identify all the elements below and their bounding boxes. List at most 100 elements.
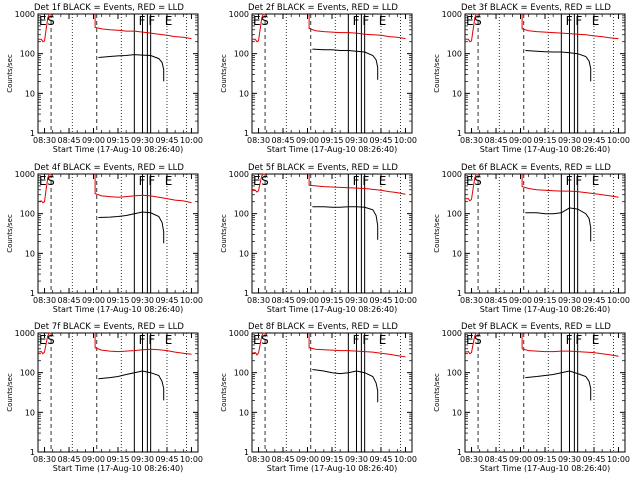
x-axis-label: Start Time (17-Aug-10 08:26:40) (267, 464, 398, 473)
x-tick-label: 08:45 (484, 455, 507, 464)
x-axis-label: Start Time (17-Aug-10 08:26:40) (267, 145, 398, 154)
annotation-label: E (466, 333, 474, 347)
annotation-label: F (353, 333, 360, 347)
chart-title: Det 3f BLACK = Events, RED = LLD (461, 3, 611, 13)
y-tick-label: 100 (447, 369, 462, 378)
y-tick-label: 1000 (442, 329, 462, 338)
lld-series-line (308, 14, 406, 40)
x-tick-label: 09:45 (369, 455, 392, 464)
y-tick-label: 1 (244, 289, 249, 298)
events-series-line (98, 370, 165, 401)
x-tick-label: 09:30 (131, 455, 154, 464)
y-tick-label: 1000 (229, 329, 249, 338)
lld-series-line (38, 13, 52, 43)
lld-series-line (521, 14, 619, 40)
x-tick-label: 08:45 (57, 455, 80, 464)
x-tick-label: 10:00 (180, 455, 203, 464)
annotation-label: F (362, 14, 369, 28)
annotation-label: F (139, 174, 146, 188)
chart-title: Det 7f BLACK = Events, RED = LLD (34, 322, 184, 332)
x-tick-label: 09:45 (369, 136, 392, 145)
x-tick-label: 08:30 (247, 136, 270, 145)
y-tick-label: 10 (239, 408, 249, 417)
chart-title: Det 9f BLACK = Events, RED = LLD (461, 322, 611, 332)
x-axis-label: Start Time (17-Aug-10 08:26:40) (53, 145, 184, 154)
y-tick-label: 10 (452, 408, 462, 417)
lld-series-line (521, 174, 619, 198)
y-tick-label: 1000 (442, 10, 462, 19)
x-tick-label: 10:00 (394, 296, 417, 305)
lld-series-line (308, 333, 406, 358)
annotation-label: E (165, 333, 173, 347)
y-axis-label: Counts/sec (220, 373, 228, 412)
lld-series-line (308, 174, 406, 195)
events-series-line (525, 370, 592, 401)
lld-series-line (94, 333, 192, 355)
x-tick-label: 09:00 (509, 136, 532, 145)
y-axis-label: Counts/sec (220, 214, 228, 253)
x-tick-label: 09:30 (558, 296, 581, 305)
annotation-label: S (47, 174, 55, 188)
events-series-line (312, 369, 379, 403)
x-tick-label: 09:45 (155, 296, 178, 305)
annotation-label: S (261, 333, 269, 347)
events-series-line (312, 206, 379, 240)
y-tick-label: 100 (234, 210, 249, 219)
x-tick-label: 08:45 (57, 296, 80, 305)
y-tick-label: 1000 (15, 170, 35, 179)
x-tick-label: 09:30 (345, 296, 368, 305)
x-axis-label: Start Time (17-Aug-10 08:26:40) (480, 145, 611, 154)
y-tick-label: 1000 (15, 329, 35, 338)
annotation-label: F (362, 174, 369, 188)
annotation-label: E (466, 174, 474, 188)
annotation-label: E (253, 333, 261, 347)
chart-title: Det 5f BLACK = Events, RED = LLD (248, 163, 398, 173)
x-tick-label: 10:00 (394, 455, 417, 464)
x-tick-label: 09:00 (82, 296, 105, 305)
y-axis-label: Counts/sec (6, 373, 14, 412)
plot-frame (251, 332, 413, 453)
x-tick-label: 09:45 (582, 455, 605, 464)
x-axis-label: Start Time (17-Aug-10 08:26:40) (53, 464, 184, 473)
chart-title: Det 8f BLACK = Events, RED = LLD (248, 322, 398, 332)
events-series-line (98, 211, 165, 244)
plot-frame (37, 13, 199, 134)
x-tick-label: 09:15 (533, 455, 556, 464)
annotation-label: E (592, 174, 600, 188)
lld-series-line (464, 332, 479, 355)
y-tick-label: 100 (234, 369, 249, 378)
annotation-label: F (566, 333, 573, 347)
x-tick-label: 09:45 (582, 136, 605, 145)
x-tick-label: 08:30 (33, 296, 56, 305)
x-tick-label: 08:45 (484, 296, 507, 305)
y-axis-label: Counts/sec (433, 373, 441, 412)
y-tick-label: 1 (30, 289, 35, 298)
annotation-label: F (353, 174, 360, 188)
y-tick-label: 10 (452, 89, 462, 98)
annotation-label: F (139, 333, 146, 347)
x-tick-label: 08:45 (271, 455, 294, 464)
x-tick-label: 09:45 (155, 455, 178, 464)
plot-frame (37, 332, 199, 453)
x-tick-label: 09:15 (320, 296, 343, 305)
lld-series-line (37, 173, 52, 204)
lld-series-line (521, 333, 619, 357)
annotation-label: F (148, 174, 155, 188)
annotation-label: S (474, 14, 482, 28)
annotation-label: S (47, 333, 55, 347)
y-tick-label: 1000 (442, 170, 462, 179)
y-tick-label: 1 (457, 289, 462, 298)
y-axis-label: Counts/sec (433, 214, 441, 253)
annotation-label: E (165, 174, 173, 188)
x-tick-label: 09:00 (509, 296, 532, 305)
annotation-label: E (592, 333, 600, 347)
x-tick-label: 09:15 (320, 136, 343, 145)
annotation-label: S (474, 333, 482, 347)
lld-series-line (37, 332, 52, 355)
x-tick-label: 08:30 (247, 296, 270, 305)
